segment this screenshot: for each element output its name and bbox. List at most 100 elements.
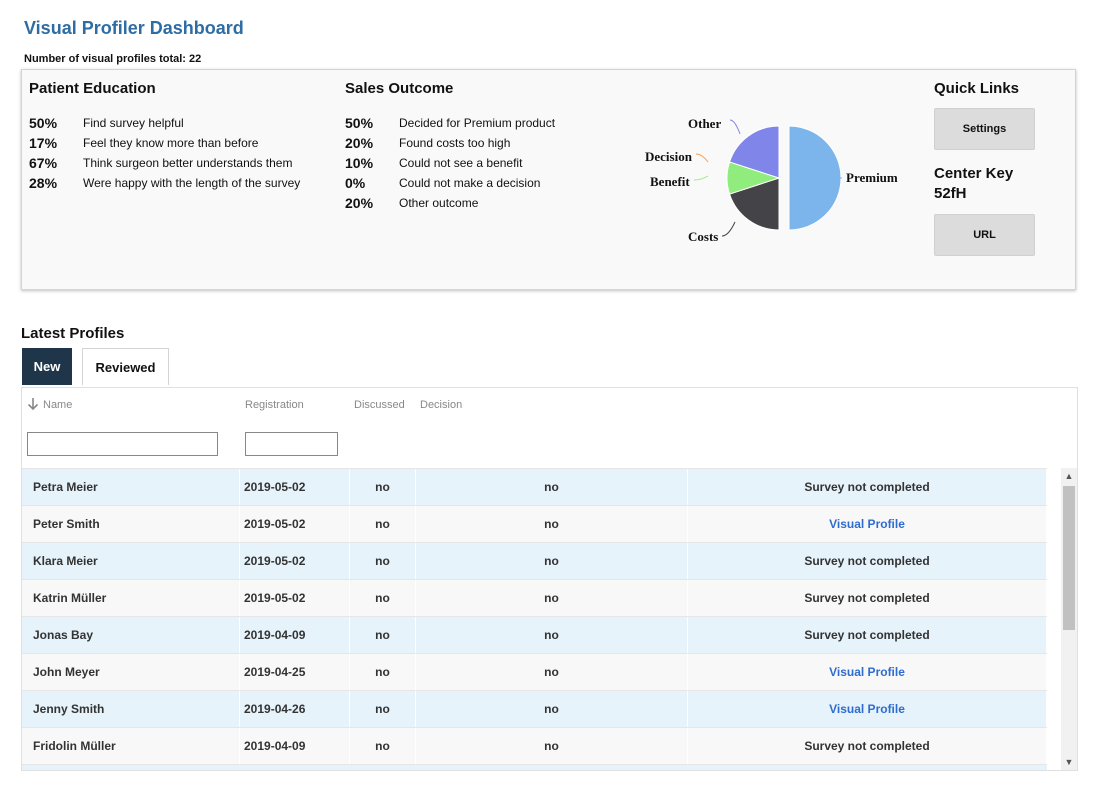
stat-percentage: 50% <box>29 115 58 131</box>
cell-registration: 2019-04-25 <box>240 654 350 690</box>
cell-decision: no <box>416 543 688 579</box>
scroll-up-icon[interactable]: ▲ <box>1064 471 1074 481</box>
cell-registration: 2019-04-09 <box>240 728 350 764</box>
cell-decision: no <box>416 580 688 616</box>
cell-registration: 2019-05-02 <box>240 469 350 505</box>
name-filter-input[interactable] <box>27 432 218 456</box>
stat-row: 28% Were happy with the length of the sur… <box>29 173 309 193</box>
tab-new[interactable]: New <box>22 348 72 385</box>
scroll-down-icon[interactable]: ▼ <box>1064 757 1074 767</box>
cell-discussed: no <box>350 580 416 616</box>
stat-row: 50% Find survey helpful <box>29 113 309 133</box>
stat-description: Could not see a benefit <box>399 156 523 170</box>
status-text: Survey not completed <box>804 554 930 568</box>
column-header-decision[interactable]: Decision <box>420 399 463 411</box>
cell-registration: 2019-05-02 <box>240 506 350 542</box>
cell-discussed: no <box>350 617 416 653</box>
stat-row: 20% Other outcome <box>345 193 625 213</box>
registration-filter-input[interactable] <box>245 432 338 456</box>
table-row[interactable]: Peter Smith 2019-05-02 no no Visual Profile <box>22 505 1047 542</box>
cell-decision: no <box>416 728 688 764</box>
table-body: Petra Meier 2019-05-02 no no Survey not comp… <box>22 468 1047 770</box>
cell-discussed: no <box>350 506 416 542</box>
quick-links-title: Quick Links <box>934 80 1020 97</box>
table-row[interactable] <box>22 764 1047 770</box>
table-row[interactable]: Katrin Müller 2019-05-02 no no Survey not co… <box>22 579 1047 616</box>
tab-reviewed[interactable]: Reviewed <box>82 348 169 385</box>
cell-name: Peter Smith <box>22 506 240 542</box>
stat-percentage: 20% <box>345 195 374 211</box>
table-row[interactable]: Jenny Smith 2019-04-26 no no Visual Profile <box>22 690 1047 727</box>
column-header-name[interactable]: Name <box>43 399 73 411</box>
cell-action: Survey not completed <box>688 469 1047 505</box>
arrow-down-icon[interactable] <box>27 397 39 411</box>
cell-discussed: no <box>350 691 416 727</box>
stat-row: 10% Could not see a benefit <box>345 153 625 173</box>
stat-description: Other outcome <box>399 196 479 210</box>
pie-leader-decision <box>695 153 709 163</box>
column-header-registration[interactable]: Registration <box>245 399 304 411</box>
stat-description: Found costs too high <box>399 136 511 150</box>
pie-slice-costs[interactable] <box>728 177 780 231</box>
cell-action: Visual Profile <box>688 654 1047 690</box>
pie-label-costs: Costs <box>688 229 718 244</box>
table-row[interactable]: Jonas Bay 2019-04-09 no no Survey not comple… <box>22 616 1047 653</box>
pie-label-other: Other <box>688 116 721 131</box>
profiles-table: Name Registration Discussed Decision Pet… <box>21 387 1078 771</box>
scrollbar-thumb[interactable] <box>1063 486 1075 630</box>
pie-slice-other[interactable] <box>728 125 780 179</box>
table-row[interactable]: John Meyer 2019-04-25 no no Visual Profile <box>22 653 1047 690</box>
cell-decision: no <box>416 506 688 542</box>
cell-action: Survey not completed <box>688 580 1047 616</box>
cell-registration: 2019-05-02 <box>240 580 350 616</box>
stat-percentage: 10% <box>345 155 374 171</box>
stat-description: Find survey helpful <box>83 116 184 130</box>
pie-leader-costs <box>721 221 736 237</box>
stat-description: Think surgeon better understands them <box>83 156 293 170</box>
stat-description: Decided for Premium product <box>399 116 556 130</box>
cell-discussed: no <box>350 728 416 764</box>
center-key-label: Center Key <box>934 165 1014 182</box>
stat-row: 0% Could not make a decision <box>345 173 625 193</box>
patient-education-title: Patient Education <box>29 80 156 97</box>
cell-decision: no <box>416 617 688 653</box>
stat-description: Feel they know more than before <box>83 136 259 150</box>
stat-percentage: 20% <box>345 135 374 151</box>
cell-discussed: no <box>350 543 416 579</box>
cell-registration: 2019-04-26 <box>240 691 350 727</box>
table-row[interactable]: Fridolin Müller 2019-04-09 no no Survey not … <box>22 727 1047 764</box>
visual-profile-link[interactable]: Visual Profile <box>829 517 905 531</box>
center-key-value: 52fH <box>934 185 967 202</box>
cell-registration: 2019-05-02 <box>240 543 350 579</box>
cell-name: Jonas Bay <box>22 617 240 653</box>
stat-description: Could not make a decision <box>399 176 541 190</box>
visual-profile-link[interactable]: Visual Profile <box>829 665 905 679</box>
stat-description: Were happy with the length of the survey <box>83 176 301 190</box>
pie-label-decision: Decision <box>645 149 693 164</box>
table-row[interactable]: Klara Meier 2019-05-02 no no Survey not comp… <box>22 542 1047 579</box>
sales-outcome-title: Sales Outcome <box>345 80 454 97</box>
cell-name: Klara Meier <box>22 543 240 579</box>
cell-discussed: no <box>350 654 416 690</box>
summary-panel: Patient Education 50% Find survey helpful… <box>21 69 1076 290</box>
url-button[interactable]: URL <box>934 214 1035 256</box>
cell-decision: no <box>416 654 688 690</box>
pie-leader-other <box>729 119 741 135</box>
table-scrollbar[interactable]: ▲ ▼ <box>1061 468 1077 770</box>
cell-action: Survey not completed <box>688 543 1047 579</box>
pie-label-benefit: Benefit <box>650 174 690 189</box>
stat-row: 17% Feel they know more than before <box>29 133 309 153</box>
status-text: Survey not completed <box>804 480 930 494</box>
status-text: Survey not completed <box>804 628 930 642</box>
column-header-discussed[interactable]: Discussed <box>354 399 405 411</box>
total-profiles-count: Number of visual profiles total: 22 <box>24 53 202 65</box>
visual-profile-link[interactable]: Visual Profile <box>829 702 905 716</box>
settings-button[interactable]: Settings <box>934 108 1035 150</box>
cell-action: Survey not completed <box>688 617 1047 653</box>
cell-name: Fridolin Müller <box>22 728 240 764</box>
status-text: Survey not completed <box>804 739 930 753</box>
cell-decision: no <box>416 691 688 727</box>
stat-row: 67% Think surgeon better understands them <box>29 153 309 173</box>
stat-percentage: 28% <box>29 175 58 191</box>
table-row[interactable]: Petra Meier 2019-05-02 no no Survey not comp… <box>22 468 1047 505</box>
